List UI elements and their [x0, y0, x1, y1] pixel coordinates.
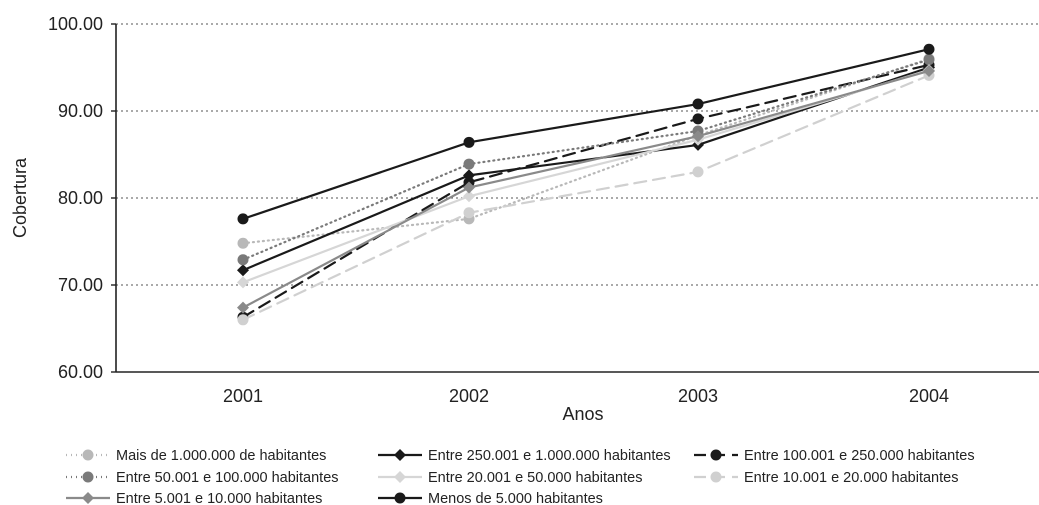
series-line [241, 48, 931, 220]
data-point [463, 207, 475, 219]
data-point [923, 43, 935, 55]
legend-label: Mais de 1.000.000 de habitantes [116, 448, 326, 464]
series-line [241, 66, 931, 272]
series-line [241, 57, 931, 245]
data-point [463, 136, 475, 148]
x-tick-label: 2003 [678, 386, 718, 406]
y-tick-label: 60.00 [58, 362, 103, 382]
series-line [241, 74, 931, 321]
legend-swatch-marker [710, 449, 722, 461]
series-7 [237, 64, 935, 314]
x-tick-label: 2001 [223, 386, 263, 406]
y-tick-label: 100.00 [48, 14, 103, 34]
legend-swatch-marker [710, 471, 722, 483]
legend-label: Entre 5.001 e 10.000 habitantes [116, 491, 322, 505]
legend-label: Entre 50.001 e 100.000 habitantes [116, 470, 339, 486]
data-point [237, 254, 249, 266]
series-lines [237, 43, 935, 326]
legend-item: Menos de 5.000 habitantes [378, 491, 603, 505]
legend-label: Menos de 5.000 habitantes [428, 491, 603, 505]
legend-swatch-marker [82, 471, 94, 483]
y-tick-label: 80.00 [58, 188, 103, 208]
legend-item: Entre 50.001 e 100.000 habitantes [66, 470, 339, 486]
data-point [923, 64, 935, 77]
data-point [237, 276, 249, 289]
data-point [692, 166, 704, 178]
legend-item: Entre 250.001 e 1.000.000 habitantes [378, 448, 671, 464]
axes [111, 23, 1039, 373]
data-point [692, 130, 704, 143]
y-tick-label: 90.00 [58, 101, 103, 121]
legend-swatch-marker [394, 492, 406, 504]
data-point [923, 54, 935, 66]
gridlines [116, 23, 1039, 286]
series-line [241, 69, 931, 309]
legend-item: Entre 20.001 e 50.000 habitantes [378, 470, 642, 486]
y-tick-label: 70.00 [58, 275, 103, 295]
data-point [237, 213, 249, 225]
data-point [463, 158, 475, 170]
data-point [237, 264, 249, 277]
x-tick-label: 2004 [909, 386, 949, 406]
legend-swatch-marker [82, 449, 94, 461]
series-line [241, 69, 931, 284]
legend-item: Mais de 1.000.000 de habitantes [66, 448, 326, 464]
data-point [463, 181, 475, 194]
series-line [241, 63, 931, 319]
legend-swatch-marker [394, 471, 406, 483]
data-point [237, 301, 249, 314]
legend-label: Entre 20.001 e 50.000 habitantes [428, 470, 642, 486]
legend-label: Entre 100.001 e 250.000 habitantes [744, 448, 975, 464]
legend-label: Entre 10.001 e 20.000 habitantes [744, 470, 958, 486]
legend-item: Entre 100.001 e 250.000 habitantes [694, 448, 975, 464]
y-tick-labels: 60.00 70.00 80.00 90.00 100.00 [48, 14, 103, 382]
legend-swatch-marker [82, 492, 94, 504]
legend: Mais de 1.000.000 de habitantes Entre 250… [66, 448, 975, 505]
data-point [692, 98, 704, 110]
data-point [237, 237, 249, 249]
legend-item: Entre 10.001 e 20.000 habitantes [694, 470, 958, 486]
series-6 [237, 69, 935, 326]
data-point [692, 113, 704, 125]
series-line [241, 58, 931, 261]
series-8 [237, 43, 935, 225]
legend-label: Entre 250.001 e 1.000.000 habitantes [428, 448, 671, 464]
x-tick-labels: 2001 2002 2003 2004 [223, 386, 949, 406]
data-point [237, 314, 249, 326]
y-axis-title: Cobertura [10, 157, 30, 238]
series-4 [237, 54, 935, 266]
data-point [463, 190, 475, 203]
legend-item: Entre 5.001 e 10.000 habitantes [66, 491, 322, 505]
legend-swatch-marker [394, 449, 406, 461]
x-tick-label: 2002 [449, 386, 489, 406]
x-axis-title: Anos [562, 404, 603, 424]
